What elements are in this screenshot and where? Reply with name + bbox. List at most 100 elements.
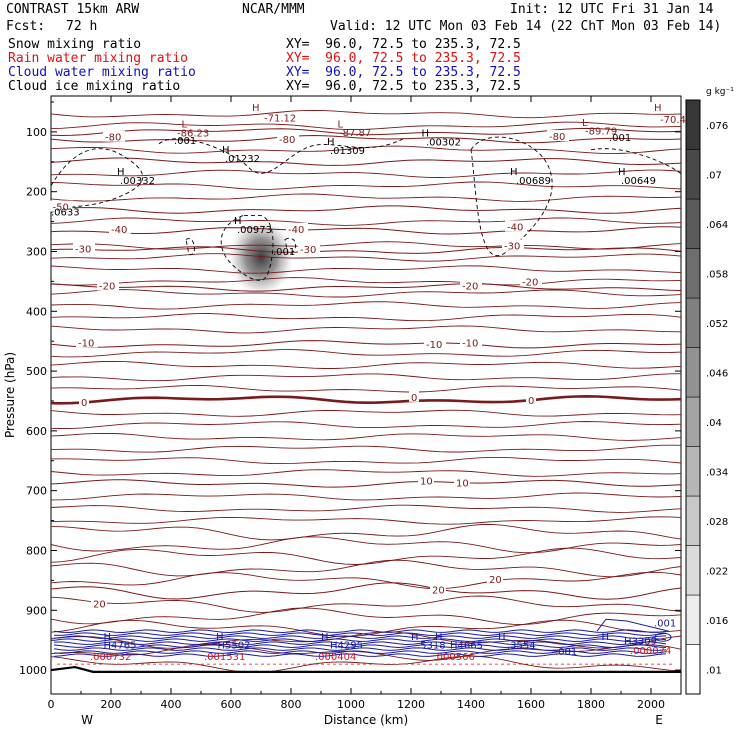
isotherm-label-bg	[109, 222, 131, 234]
fcst-value: 72 h	[66, 19, 98, 34]
isotherm-label-bg	[430, 583, 446, 595]
plot-area	[50, 95, 682, 695]
isotherm-label: 0	[528, 396, 534, 407]
isotherm-label: -30	[75, 244, 91, 255]
isotherm-label-bg	[487, 573, 503, 585]
isotherm-line	[51, 444, 681, 453]
snow-mixing-ratio-maximum	[227, 217, 295, 298]
isotherm-line	[51, 469, 681, 477]
isotherm-label-bg	[91, 597, 107, 609]
isotherm-line	[51, 523, 681, 541]
colorbar-label: .064	[706, 220, 728, 231]
temperature-extremum-label: -71.12	[264, 114, 296, 125]
temperature-extremum-label: H	[252, 103, 260, 114]
temperature-extremum-label: -89.79	[585, 126, 617, 137]
temperature-extremum-label: -87.87	[339, 128, 371, 139]
isotherm-line-m70	[51, 127, 681, 137]
isotherm-line	[51, 516, 681, 525]
isotherm-label: 10	[420, 477, 433, 488]
field-name-rain: Rain water mixing ratio	[8, 51, 189, 66]
isotherm-line	[51, 559, 681, 578]
y-tick-label: 500	[26, 365, 47, 378]
snow-ice-extremum-label: .01232	[225, 154, 260, 165]
isotherm-label: 20	[93, 600, 106, 611]
isotherm-line	[51, 360, 681, 369]
isotherm-label: -30	[504, 242, 520, 253]
colorbar-label: .07	[706, 170, 722, 181]
x-tick-label: 0	[48, 698, 55, 711]
x-tick-label: 2000	[637, 698, 665, 711]
colorbar-label: .046	[706, 368, 728, 379]
isotherm-line-m50	[51, 205, 681, 214]
colorbar-swatch	[685, 248, 701, 299]
isotherm-label-bg	[547, 130, 569, 142]
snow-ice-extremum-label: .001	[609, 133, 631, 144]
isotherm-label-bg	[73, 242, 95, 254]
isotherm-label-bg	[50, 200, 73, 212]
surface-line	[51, 665, 681, 673]
isotherm-line	[51, 193, 681, 202]
isotherm-label: -40	[111, 225, 127, 236]
rain-water-label: .000074	[630, 646, 671, 657]
snow-contour	[590, 148, 681, 175]
isotherm-label: 20	[489, 575, 502, 586]
colorbar-label: .034	[706, 467, 728, 478]
isotherm-label-bg	[526, 393, 536, 405]
colorbar-label: .076	[706, 121, 728, 132]
isotherm-label: -30	[300, 245, 316, 256]
y-tick-label: 700	[26, 485, 47, 498]
isotherm-line	[51, 421, 681, 429]
cloud-water-label: H	[104, 632, 112, 643]
cloud-ice-contour	[284, 237, 296, 256]
isotherm-line	[51, 277, 681, 286]
isotherm-label-bg	[97, 279, 119, 291]
y-tick-label: 600	[26, 425, 47, 438]
cloud-water-label: H5502	[218, 641, 251, 652]
cloud-water-contour	[53, 635, 667, 639]
x-left-end-label: W	[81, 713, 93, 727]
snow-ice-extremum-label: .00649	[621, 176, 656, 187]
y-tick-label: 200	[26, 186, 47, 199]
y-tick-label: 800	[26, 544, 47, 557]
colorbar-label: .058	[706, 269, 728, 280]
isotherm-line	[51, 571, 681, 590]
isotherm-line-m60	[51, 157, 681, 166]
field-name-snow: Snow mixing ratio	[8, 37, 142, 52]
cloud-water-label: .5318	[417, 641, 446, 652]
field-name-cloud-ice: Cloud ice mixing ratio	[8, 79, 181, 94]
cloud-water-label: H3309	[624, 636, 657, 647]
snow-ice-extremum-label: .001	[174, 136, 196, 147]
isotherm-label: -80	[549, 132, 565, 143]
cloud-water-label: H4765	[104, 641, 137, 652]
isotherm-line	[51, 385, 681, 393]
isotherm-label-bg	[79, 396, 89, 408]
snow-ice-extremum-label: .001	[273, 247, 295, 258]
colorbar-swatch	[685, 446, 701, 497]
snow-ice-extremum-label: H	[327, 137, 335, 148]
isotherm-label-bg	[424, 338, 446, 350]
colorbar-unit: g kg⁻¹	[706, 87, 734, 97]
y-tick-label: 1000	[19, 664, 47, 677]
cloud-water-contour	[53, 632, 667, 636]
x-tick-label: 1400	[457, 698, 485, 711]
snow-ice-extremum-label: .00689	[516, 176, 551, 187]
field-xy-rain: XY= 96.0, 72.5 to 235.3, 72.5	[286, 51, 521, 66]
colorbar-swatch	[685, 545, 701, 596]
cloud-water-label: H4665	[450, 641, 483, 652]
plot-frame	[50, 95, 682, 695]
isotherm-label: -40	[507, 222, 523, 233]
temperature-extremum-label: H	[654, 103, 662, 114]
isotherm-line	[51, 253, 681, 262]
snow-contour	[470, 136, 553, 256]
isotherm-label: 0	[81, 398, 87, 409]
isotherm-line	[51, 456, 681, 465]
isotherm-line	[51, 121, 681, 130]
snow-ice-extremum-label: H	[222, 145, 230, 156]
colorbar-swatch	[685, 99, 701, 150]
field-xy-cloud-water: XY= 96.0, 72.5 to 235.3, 72.5	[286, 65, 521, 80]
colorbar-label: .028	[706, 517, 728, 528]
isotherm-line	[51, 217, 681, 226]
colorbar-frame	[685, 99, 701, 695]
colorbar-swatch	[685, 149, 701, 200]
isotherm-label: -80	[279, 135, 295, 146]
